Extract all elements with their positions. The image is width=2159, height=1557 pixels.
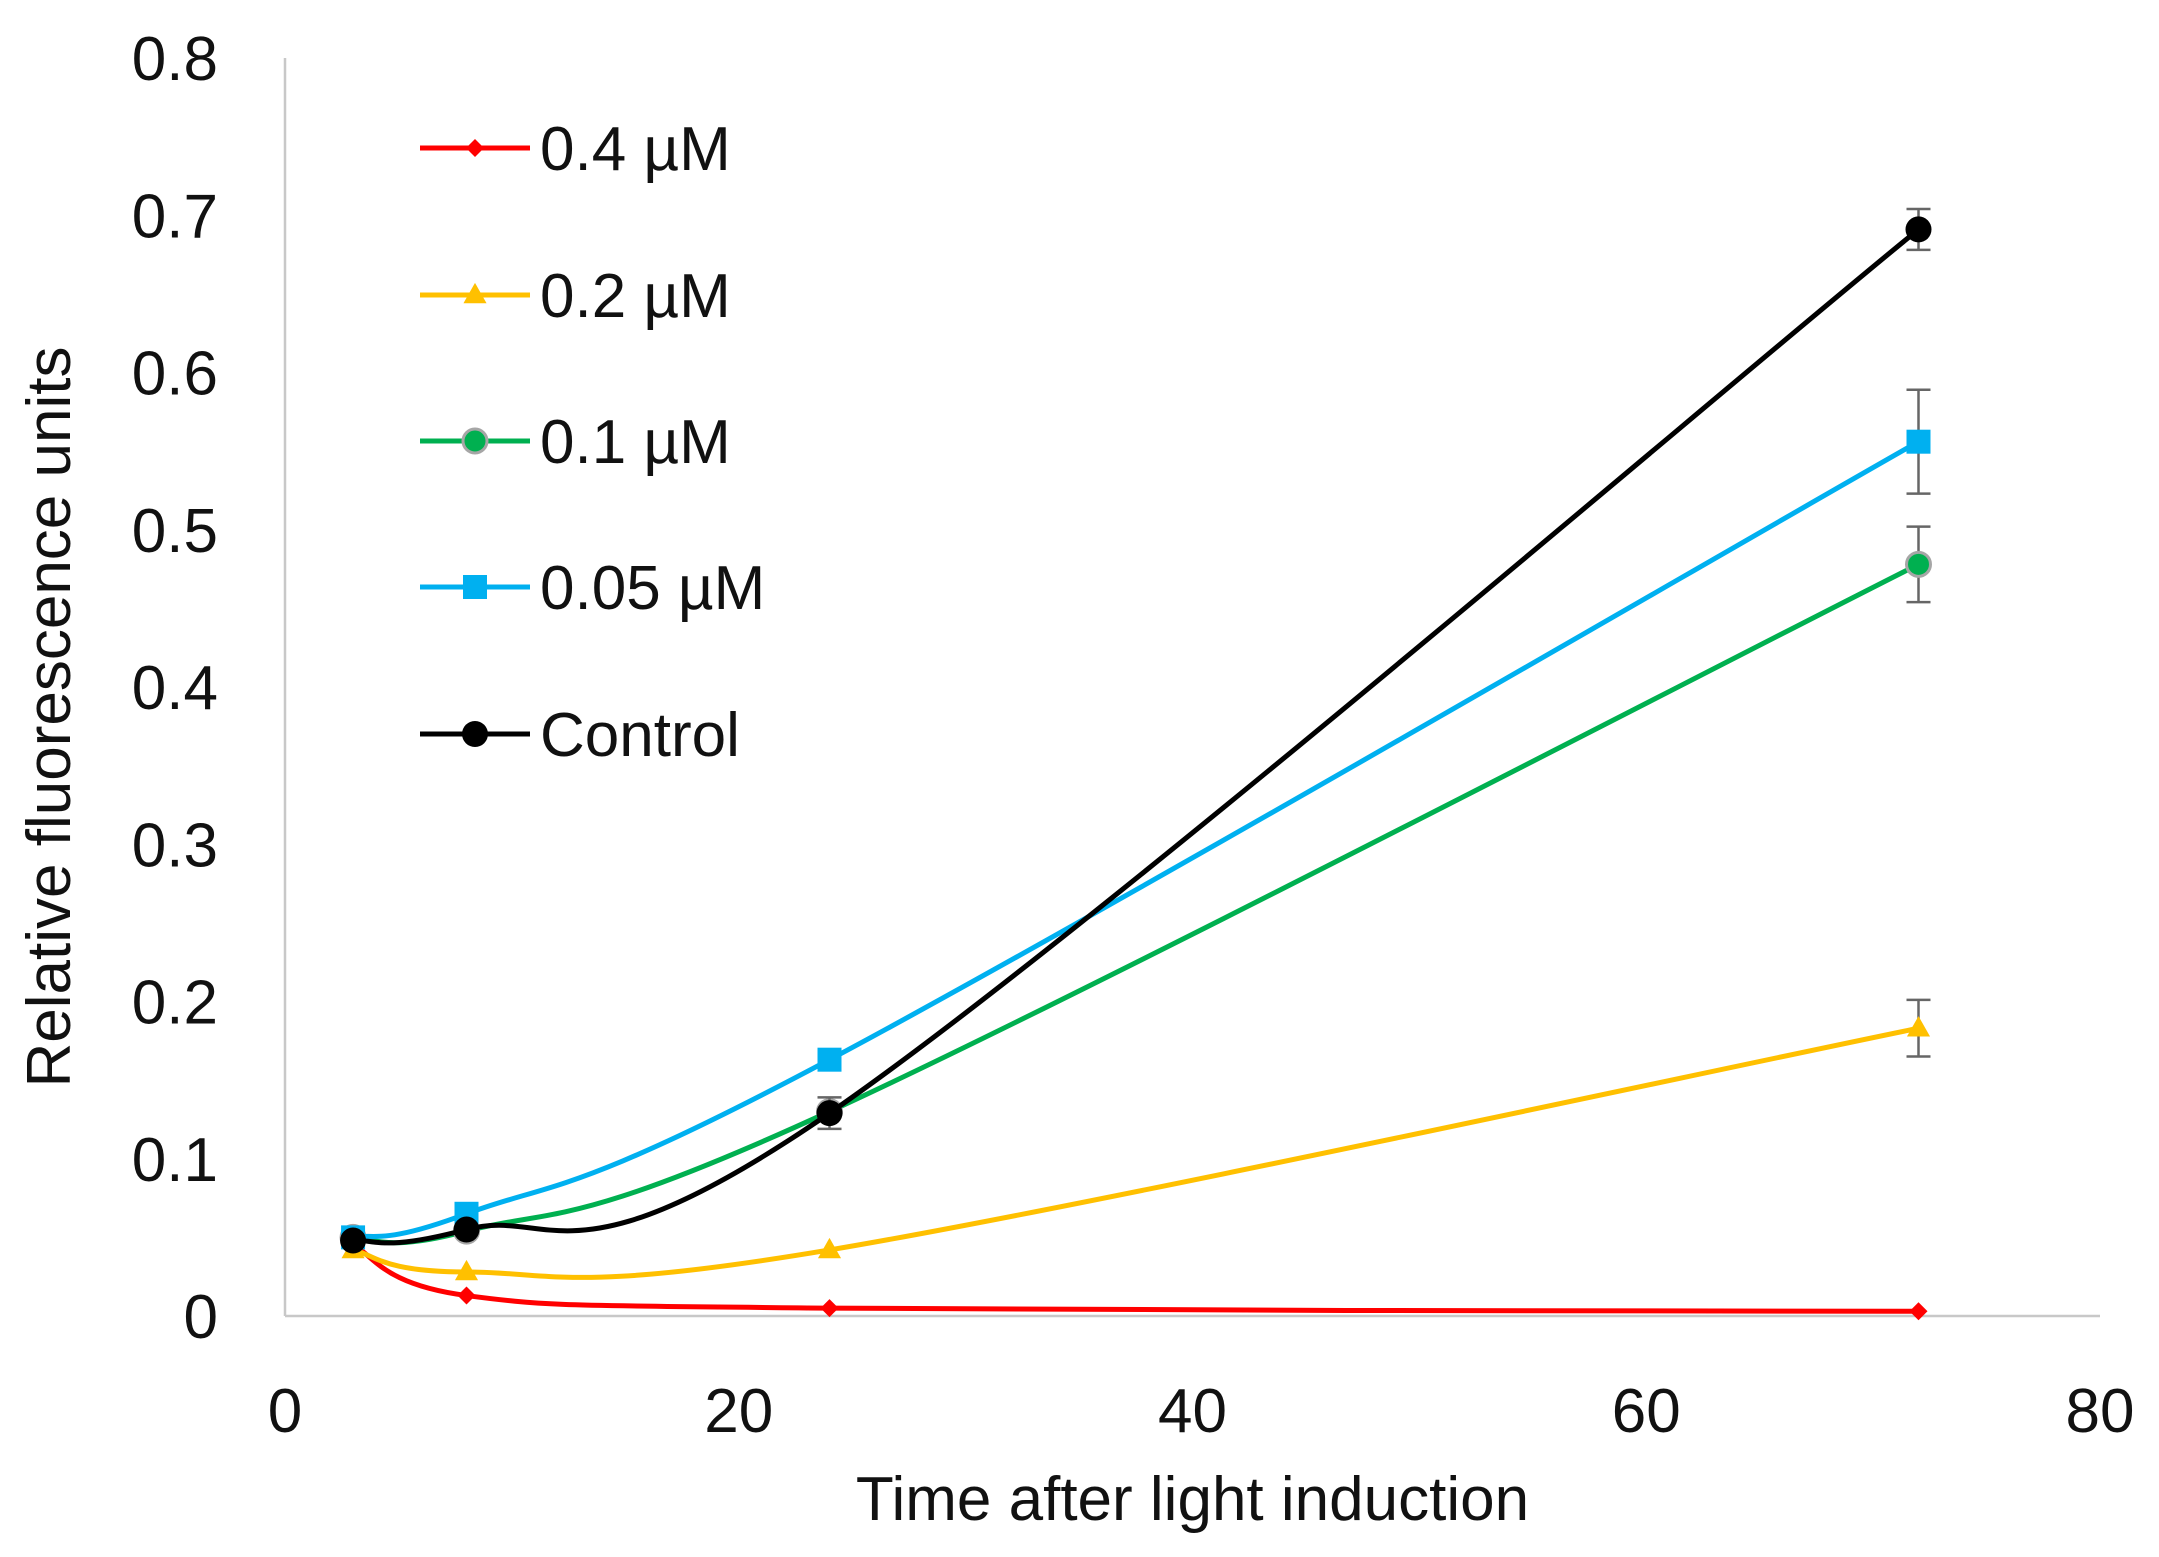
- legend-marker: [463, 282, 487, 304]
- x-tick-label: 40: [1158, 1377, 1227, 1446]
- x-tick-labels: 0 20 40 60 80: [268, 1377, 2135, 1446]
- legend: 0.4 µM 0.2 µM 0.1 µM 0.05 µM Control: [420, 115, 765, 770]
- y-tick-label: 0.3: [132, 811, 218, 880]
- series-line: [352, 562, 1920, 1246]
- data-point: [1909, 1302, 1928, 1321]
- y-tick-label: 0.7: [132, 182, 218, 251]
- legend-marker: [461, 427, 489, 455]
- legend-marker: [462, 721, 488, 747]
- y-tick-label: 0.6: [132, 340, 218, 409]
- y-tick-label: 0.8: [132, 25, 218, 94]
- y-tick-label: 0.5: [132, 497, 218, 566]
- data-point: [453, 1216, 480, 1243]
- legend-item: 0.2 µM: [420, 262, 731, 331]
- x-tick-label: 0: [268, 1377, 302, 1446]
- data-point: [457, 1286, 476, 1305]
- y-tick-label: 0.1: [132, 1126, 218, 1195]
- x-tick-label: 80: [2066, 1377, 2135, 1446]
- legend-label: 0.1 µM: [540, 408, 731, 477]
- y-tick-label: 0.4: [132, 654, 218, 723]
- legend-marker: [466, 139, 484, 157]
- series-1: [341, 998, 1931, 1281]
- data-point: [1905, 216, 1932, 243]
- y-tick-label: 0: [184, 1283, 218, 1352]
- legend-marker: [463, 575, 487, 599]
- series-4: [340, 207, 1932, 1254]
- data-point: [1906, 1016, 1931, 1037]
- series-line: [352, 1025, 1919, 1280]
- legend-item: 0.05 µM: [420, 554, 765, 623]
- legend-item: 0.4 µM: [420, 115, 731, 184]
- data-point: [817, 1237, 842, 1259]
- data-point: [817, 1047, 842, 1072]
- data-point: [1905, 550, 1932, 578]
- legend-label: 0.2 µM: [540, 262, 731, 331]
- plot-area: [339, 207, 1932, 1321]
- x-tick-label: 20: [704, 1377, 773, 1446]
- axes: [283, 58, 2100, 1318]
- legend-label: Control: [540, 701, 740, 770]
- y-tick-labels: 0 0.1 0.2 0.3 0.4 0.5 0.6 0.7 0.8: [132, 25, 218, 1352]
- legend-item: Control: [420, 701, 740, 770]
- series-3: [341, 388, 1931, 1250]
- legend-label: 0.4 µM: [540, 115, 731, 184]
- legend-item: 0.1 µM: [420, 408, 731, 477]
- legend-label: 0.05 µM: [540, 554, 765, 623]
- data-point: [454, 1259, 479, 1281]
- x-tick-label: 60: [1612, 1377, 1681, 1446]
- data-point: [1906, 429, 1931, 454]
- y-axis-title: Relative fluorescence units: [15, 347, 84, 1088]
- y-tick-label: 0.2: [132, 969, 218, 1038]
- x-axis-title: Time after light induction: [856, 1465, 1529, 1534]
- data-point: [340, 1227, 367, 1254]
- data-point: [820, 1299, 839, 1318]
- data-point: [816, 1100, 843, 1127]
